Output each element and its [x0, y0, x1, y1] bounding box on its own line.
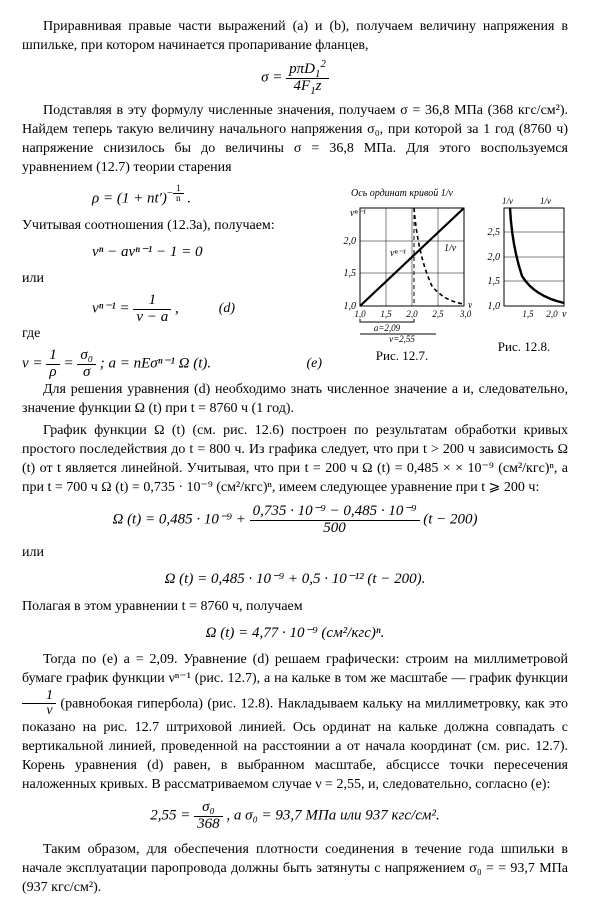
para7: Тогда по (e) a = 2,09. Уравнение (d) реш… — [22, 651, 568, 795]
fig127-caption: Рис. 12.7. — [332, 347, 472, 365]
figures-block: Ось ординат кривой 1/ν νⁿ⁻¹ 1/ν — [332, 186, 568, 365]
fig127-curve1: νⁿ⁻¹ — [390, 248, 406, 259]
fig-128: 1,0 1,5 2,0 2,5 1/ν 1/ν 1,5 2,0 ν Рис. 1… — [480, 186, 568, 365]
fig128-xvar: ν — [562, 309, 567, 320]
fig128-y2: 2,0 — [488, 252, 501, 263]
sigma-formula: σ = pπD12 4F1z — [22, 62, 568, 95]
fig128-y0: 1,0 — [488, 301, 501, 312]
rho-body: ρ = (1 + nt′) — [92, 190, 167, 206]
intro-text: Приравнивая правые части выражений (a) и… — [22, 18, 568, 56]
fe-rhs: , а σ₀ = 93,7 МПа или 937 кгс/см². — [226, 808, 439, 824]
para5: График функции Ω (t) (см. рис. 12.6) пос… — [22, 422, 568, 498]
fig127-x1: 1,5 — [380, 309, 392, 319]
para2: Подставляя в эту формулу численные значе… — [22, 102, 568, 178]
fig127-title: Ось ординат кривой 1/ν — [351, 188, 453, 199]
fe-n: σ₀ — [194, 800, 223, 817]
fig127-ylab: νⁿ⁻¹ — [350, 208, 366, 219]
fig127-x0: 1,0 — [354, 309, 366, 319]
eqv2-n: 1 — [133, 293, 171, 310]
fig127-x3: 2,5 — [432, 309, 444, 319]
nu-eq-row: ν = 1ρ = σ₀σ ; a = nEσⁿ⁻¹ Ω (t). (e) — [22, 348, 322, 381]
nu-f2n: σ₀ — [77, 348, 96, 365]
para6: Полагая в этом уравнении t = 8760 ч, пол… — [22, 598, 568, 617]
omega-eq1: Ω (t) = 0,485 · 10⁻⁹ + 0,735 · 10⁻⁹ − 0,… — [22, 504, 568, 537]
nu-f2d: σ — [77, 365, 96, 381]
fig128-y1: 1,5 — [488, 276, 501, 287]
omega-eq2: Ω (t) = 0,485 · 10⁻⁹ + 0,5 · 10⁻¹² (t − … — [22, 569, 568, 589]
para4: Для решения уравнения (d) необходимо зна… — [22, 381, 568, 419]
p7-fd: ν — [22, 704, 56, 719]
s-num: pπD — [289, 61, 315, 77]
tag-e: (e) — [290, 355, 322, 374]
ili2: или — [22, 544, 568, 563]
fig128-x1: 2,0 — [546, 309, 558, 319]
nu-f1d: ρ — [46, 365, 60, 381]
fe-lhs: 2,55 = — [150, 808, 190, 824]
fe-d: 368 — [194, 817, 223, 833]
fig127-vlabel: ν=2,55 — [332, 333, 472, 345]
fig128-caption: Рис. 12.8. — [480, 338, 568, 356]
fig127-y2: 2,0 — [344, 236, 357, 247]
fig128-x0: 1,5 — [522, 309, 534, 319]
nu-f1n: 1 — [46, 348, 60, 365]
oe1-rhs: (t − 200) — [423, 512, 477, 528]
fig-127: Ось ординат кривой 1/ν νⁿ⁻¹ 1/ν — [332, 186, 472, 365]
omega-eq3: Ω (t) = 4,77 · 10⁻⁹ (см²/кгс)ⁿ. — [22, 623, 568, 643]
eqv2-d: ν − a — [133, 310, 171, 326]
rho-ed: n — [173, 194, 184, 204]
fig128-ytr: 1/ν — [540, 196, 551, 206]
final-eq: 2,55 = σ₀368 , а σ₀ = 93,7 МПа или 937 к… — [22, 800, 568, 833]
eq-v2-row: νⁿ⁻¹ = 1ν − a , (d) — [22, 293, 322, 326]
fig127-curve2: 1/ν — [444, 243, 457, 254]
oe1-d: 500 — [250, 521, 420, 537]
fig128-y3: 2,5 — [488, 227, 501, 238]
fig128-ytl: 1/ν — [502, 196, 513, 206]
nu-rest: ; a = nEσⁿ⁻¹ Ω (t). — [100, 356, 211, 372]
s-den-extra: z — [316, 78, 322, 94]
sigma-lhs: σ = — [261, 69, 282, 85]
oe1-n: 0,735 · 10⁻⁹ − 0,485 · 10⁻⁹ — [250, 504, 420, 521]
p7-fn: 1 — [22, 689, 56, 705]
fig127-x2: 2,0 — [406, 309, 418, 319]
eqv2-lhs: νⁿ⁻¹ = — [92, 300, 130, 316]
para7a: Тогда по (e) a = 2,09. Уравнение (d) реш… — [22, 652, 568, 686]
s-den: 4F — [294, 78, 311, 94]
fig127-xvar: ν — [468, 300, 472, 311]
oe1-lhs: Ω (t) = 0,485 · 10⁻⁹ + — [112, 512, 245, 528]
nu-lhs: ν = — [22, 356, 43, 372]
para8: Таким образом, для обеспечения плотности… — [22, 841, 568, 898]
fig127-alabel: a=2,09 — [374, 323, 401, 333]
para7b: (равнобокая гипербола) (рис. 12.8). Накл… — [22, 696, 568, 792]
nu-mid: = — [64, 356, 74, 372]
fig127-y1: 1,5 — [344, 268, 357, 279]
tag-d: (d) — [179, 300, 322, 319]
s-num-sup: 2 — [320, 58, 325, 70]
